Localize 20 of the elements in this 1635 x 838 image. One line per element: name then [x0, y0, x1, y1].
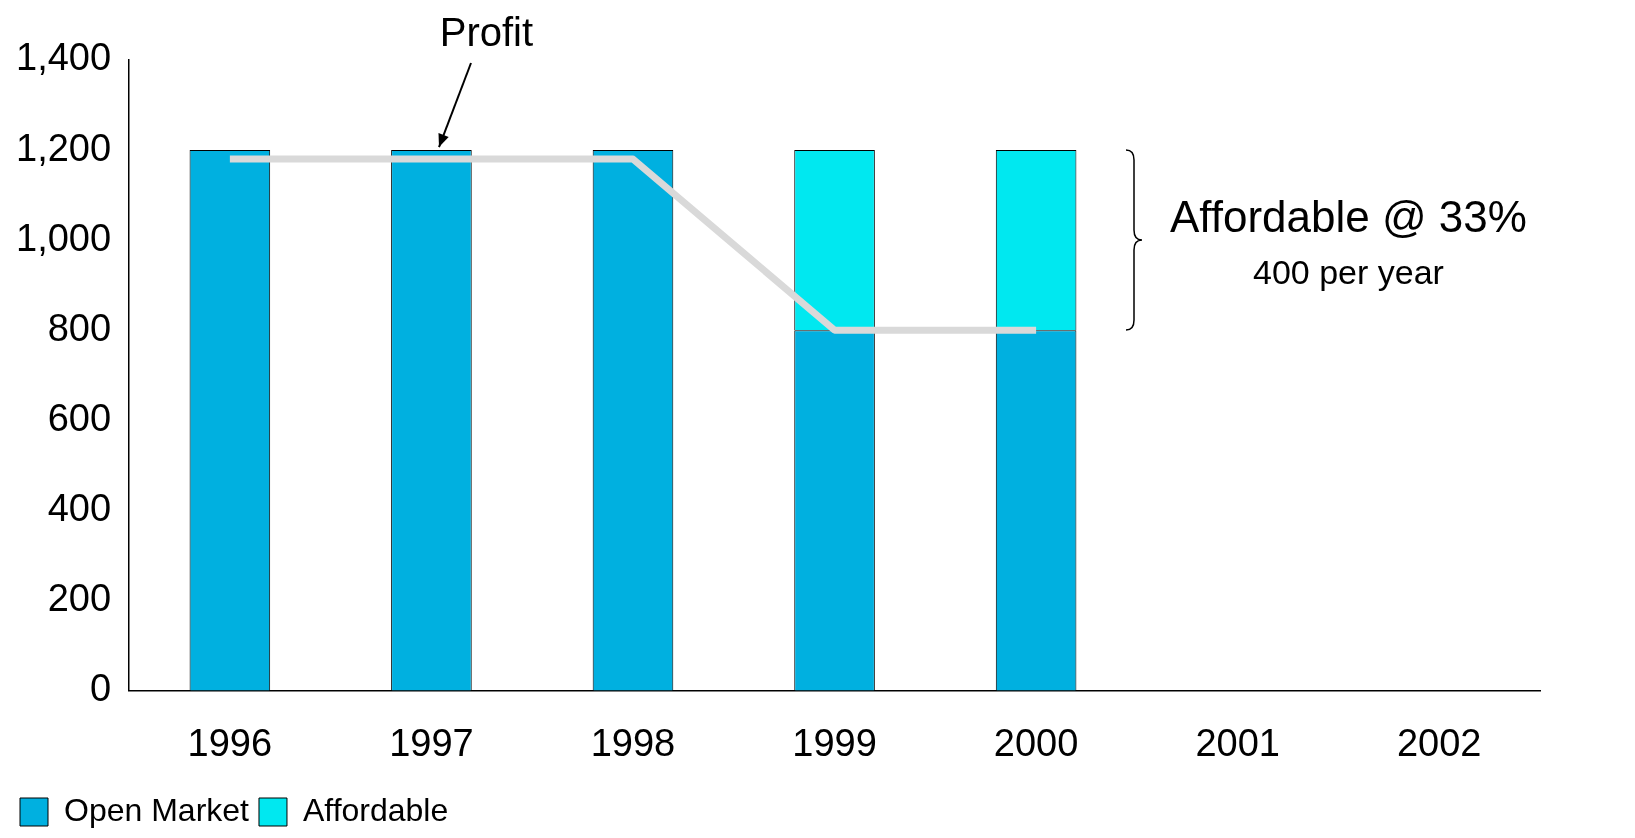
x-tick-label: 2000: [993, 721, 1079, 764]
y-tick-label: 200: [47, 576, 112, 619]
y-tick-label: 400: [47, 486, 112, 529]
x-tick-label: 2001: [1195, 721, 1280, 764]
y-tick-label: 1,200: [16, 126, 112, 169]
x-tick-label: 1996: [187, 721, 273, 764]
x-tick-label: 2002: [1396, 721, 1482, 764]
legend-label: Affordable: [302, 791, 449, 828]
legend-label: Open Market: [64, 791, 250, 828]
y-tick-label: 1,000: [16, 216, 112, 259]
y-tick-label: 1,400: [16, 36, 112, 79]
annotation: Affordable @ 33%: [1169, 191, 1527, 241]
y-tick-label: 800: [47, 306, 112, 349]
annotation: Profit: [439, 10, 534, 55]
y-tick-label: 600: [47, 396, 112, 439]
y-tick-label: 0: [89, 666, 112, 709]
x-tick-label: 1998: [590, 721, 676, 764]
x-tick-label: 1999: [792, 721, 877, 764]
x-tick-label: 1997: [389, 721, 474, 764]
annotation: 400 per year: [1252, 253, 1444, 292]
